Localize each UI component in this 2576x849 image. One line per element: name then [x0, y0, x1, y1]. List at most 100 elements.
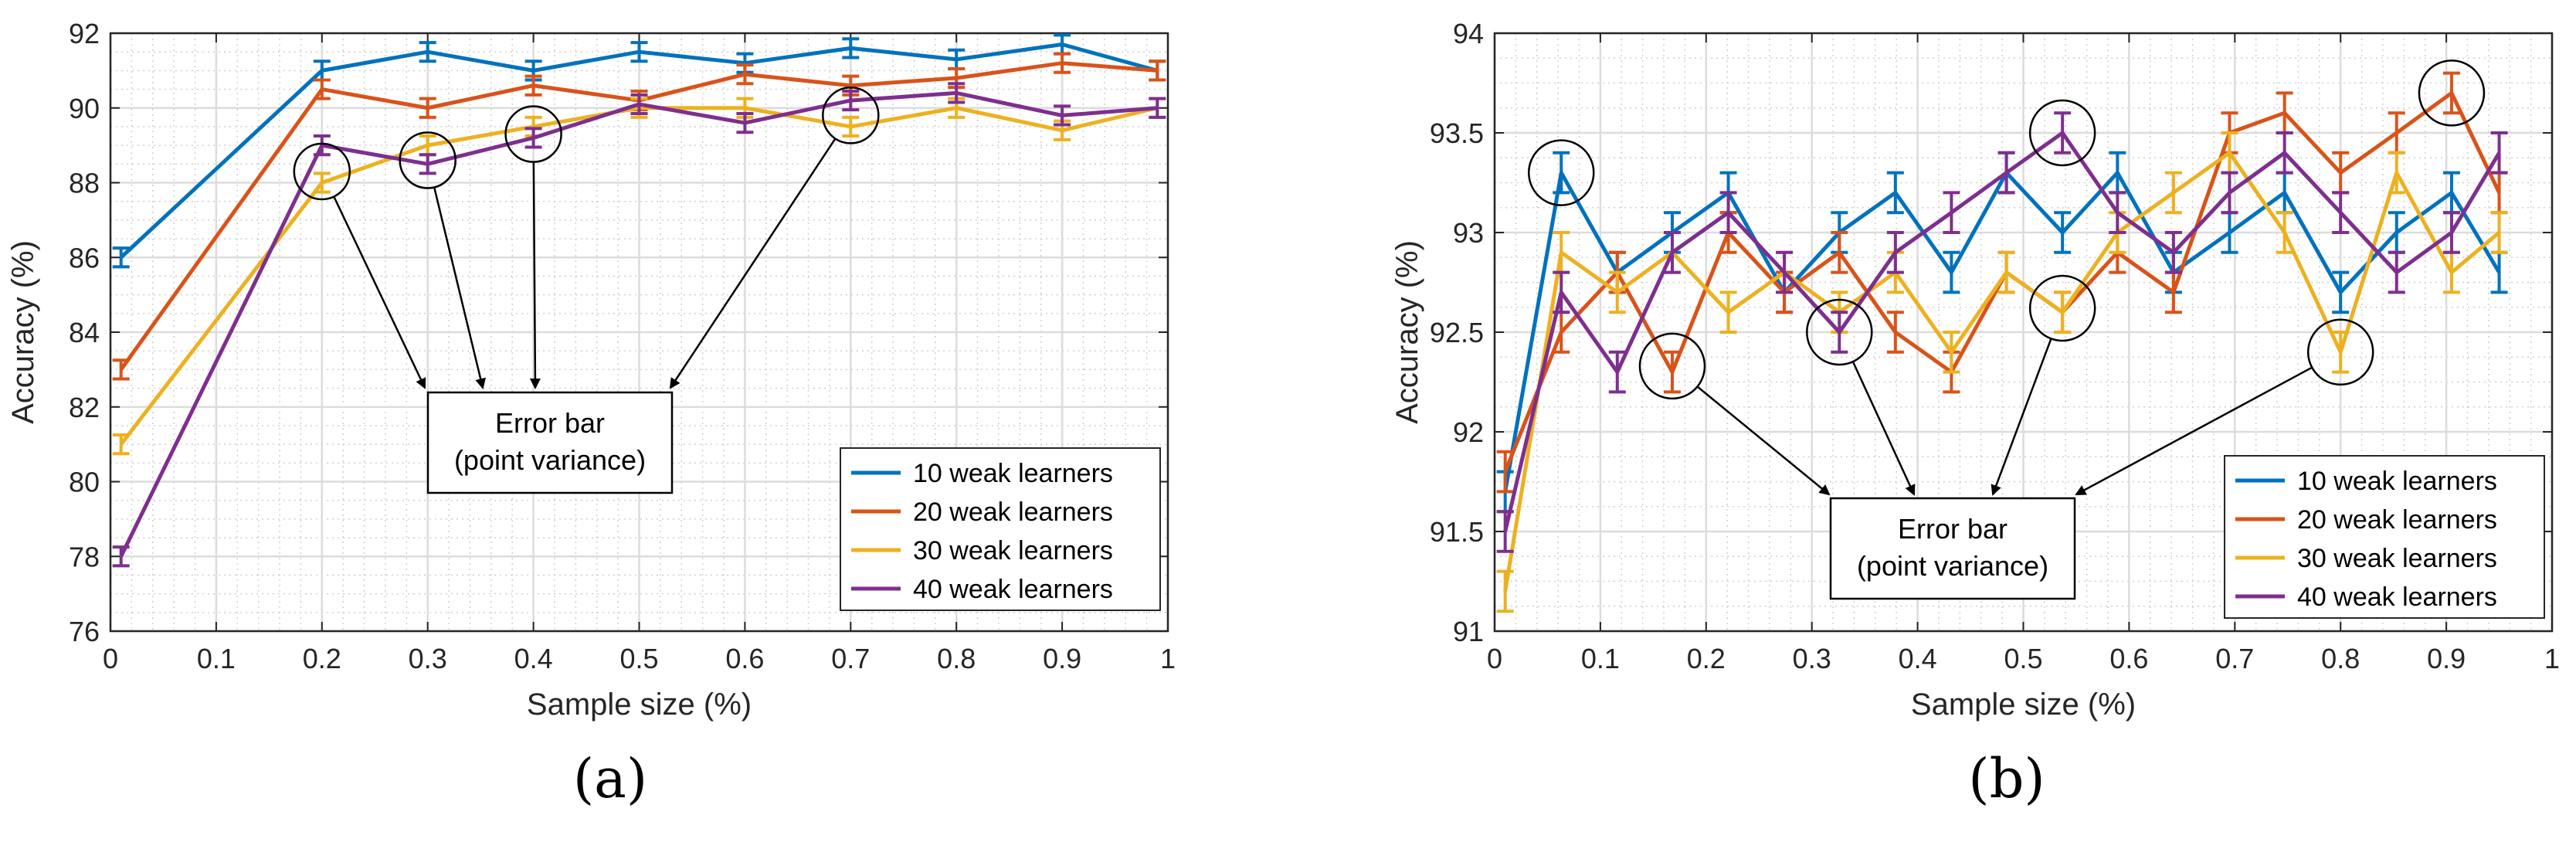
- data-point: [1671, 371, 1673, 373]
- series-line-1: [119, 42, 1158, 260]
- annotation-arrow: [669, 138, 837, 389]
- data-point: [1061, 114, 1064, 117]
- data-point: [1727, 212, 1729, 214]
- y-tick-label: 92: [1453, 416, 1484, 448]
- data-point: [321, 70, 323, 72]
- legend-label-2: 20 weak learners: [2297, 505, 2497, 535]
- x-tick-label: 0: [1487, 643, 1502, 674]
- data-point: [2005, 271, 2008, 273]
- data-point: [2395, 132, 2398, 134]
- x-tick-label: 1: [2544, 643, 2560, 674]
- data-point: [1784, 271, 1786, 273]
- data-point: [638, 51, 640, 53]
- x-tick-label: 0.2: [1687, 643, 1726, 674]
- highlight-circle: [2418, 59, 2486, 127]
- annotation-box: [426, 391, 674, 494]
- annotation-arrow: [2075, 366, 2313, 496]
- annotation-arrow: [529, 161, 541, 389]
- data-point: [2172, 291, 2174, 294]
- y-axis-label: Accuracy (%): [1390, 240, 1424, 424]
- y-tick-label: 80: [69, 467, 100, 498]
- data-point: [2340, 291, 2342, 294]
- legend-label-4: 40 weak learners: [2297, 582, 2497, 612]
- x-tick-label: 1: [1160, 643, 1176, 674]
- y-tick-label: 82: [69, 392, 100, 423]
- legend-label-3: 30 weak learners: [913, 536, 1113, 565]
- data-point: [2172, 192, 2174, 194]
- legend-label-3: 30 weak learners: [2297, 544, 2497, 573]
- data-point: [120, 443, 122, 446]
- data-point: [426, 107, 429, 109]
- legend-box: [2224, 455, 2545, 619]
- series-line-4: [119, 90, 1158, 558]
- y-tick-label: 93.5: [1430, 117, 1484, 149]
- x-tick-label: 0: [103, 643, 118, 674]
- x-tick-label: 0.7: [2215, 643, 2254, 674]
- data-point: [955, 92, 958, 94]
- data-point: [1156, 107, 1159, 109]
- annotation-line-2: (point variance): [1857, 550, 2048, 582]
- panel-label: (a): [573, 747, 647, 810]
- x-axis-label: Sample size (%): [527, 688, 752, 722]
- y-tick-label: 92: [69, 18, 100, 49]
- x-tick-label: 0.3: [409, 643, 447, 674]
- annotation-line-2: (point variance): [454, 444, 646, 476]
- data-point: [955, 58, 958, 60]
- highlight-circle: [1638, 332, 1706, 400]
- data-point: [532, 137, 535, 139]
- data-point: [744, 107, 746, 109]
- data-point: [2340, 351, 2342, 353]
- data-point: [1727, 311, 1729, 314]
- chart-panel-a: 0 0.1 0.2 0.3 0.4 0.5 0.6 0.7 0.8 0.9 1 76 78 80 82 84 8…: [6, 18, 1176, 810]
- annotation-line-1: Error bar: [495, 407, 605, 439]
- data-point: [532, 70, 535, 72]
- chart-panel-b: 0 0.1 0.2 0.3 0.4 0.5 0.6 0.7 0.8 0.9 1 91 91.5 92 92.…: [1390, 18, 2560, 810]
- data-point: [1061, 129, 1064, 131]
- data-point: [1671, 251, 1673, 253]
- data-point: [426, 51, 429, 53]
- legend-label-1: 10 weak learners: [2297, 467, 2497, 496]
- highlight-circle: [1806, 298, 1873, 366]
- data-point: [1894, 192, 1896, 194]
- y-axis-label: Accuracy (%): [6, 240, 40, 424]
- data-point: [1616, 291, 1618, 294]
- data-point: [2116, 212, 2119, 214]
- y-tick-label: 91.5: [1430, 516, 1484, 548]
- x-tick-label: 0.5: [619, 643, 658, 674]
- data-point: [1504, 531, 1506, 532]
- data-point: [2005, 171, 2008, 174]
- y-tick-label: 86: [69, 242, 100, 273]
- data-point: [1616, 371, 1618, 373]
- annotation-arrow: [433, 187, 486, 389]
- highlight-circle: [2306, 318, 2374, 386]
- x-tick-label: 0.1: [1581, 643, 1620, 674]
- annotation-box: [1829, 497, 2076, 600]
- data-point: [2395, 171, 2398, 174]
- y-tick-label: 88: [69, 168, 100, 199]
- data-point: [120, 555, 122, 558]
- data-point: [850, 125, 852, 127]
- data-point: [2283, 232, 2286, 233]
- highlight-circle: [2028, 99, 2096, 167]
- data-point: [2062, 232, 2064, 233]
- data-point: [321, 144, 323, 147]
- data-point: [2498, 271, 2500, 273]
- data-point: [744, 122, 746, 124]
- data-point: [1061, 62, 1064, 64]
- data-point: [321, 88, 323, 90]
- data-point: [2340, 212, 2342, 214]
- y-tick-label: 91: [1453, 616, 1484, 647]
- legend-label-4: 40 weak learners: [913, 575, 1113, 604]
- data-point: [1560, 331, 1563, 333]
- y-tick-label: 84: [69, 317, 100, 348]
- data-point: [1838, 251, 1841, 253]
- data-point: [2228, 232, 2231, 233]
- y-tick-label: 78: [69, 541, 100, 572]
- x-tick-label: 0.5: [2004, 643, 2042, 674]
- x-tick-label: 0.8: [937, 643, 976, 674]
- data-point: [2395, 232, 2398, 233]
- data-point: [2062, 132, 2064, 134]
- highlight-circle: [2028, 274, 2096, 342]
- data-point: [1894, 251, 1896, 253]
- series-line-3: [119, 106, 1158, 446]
